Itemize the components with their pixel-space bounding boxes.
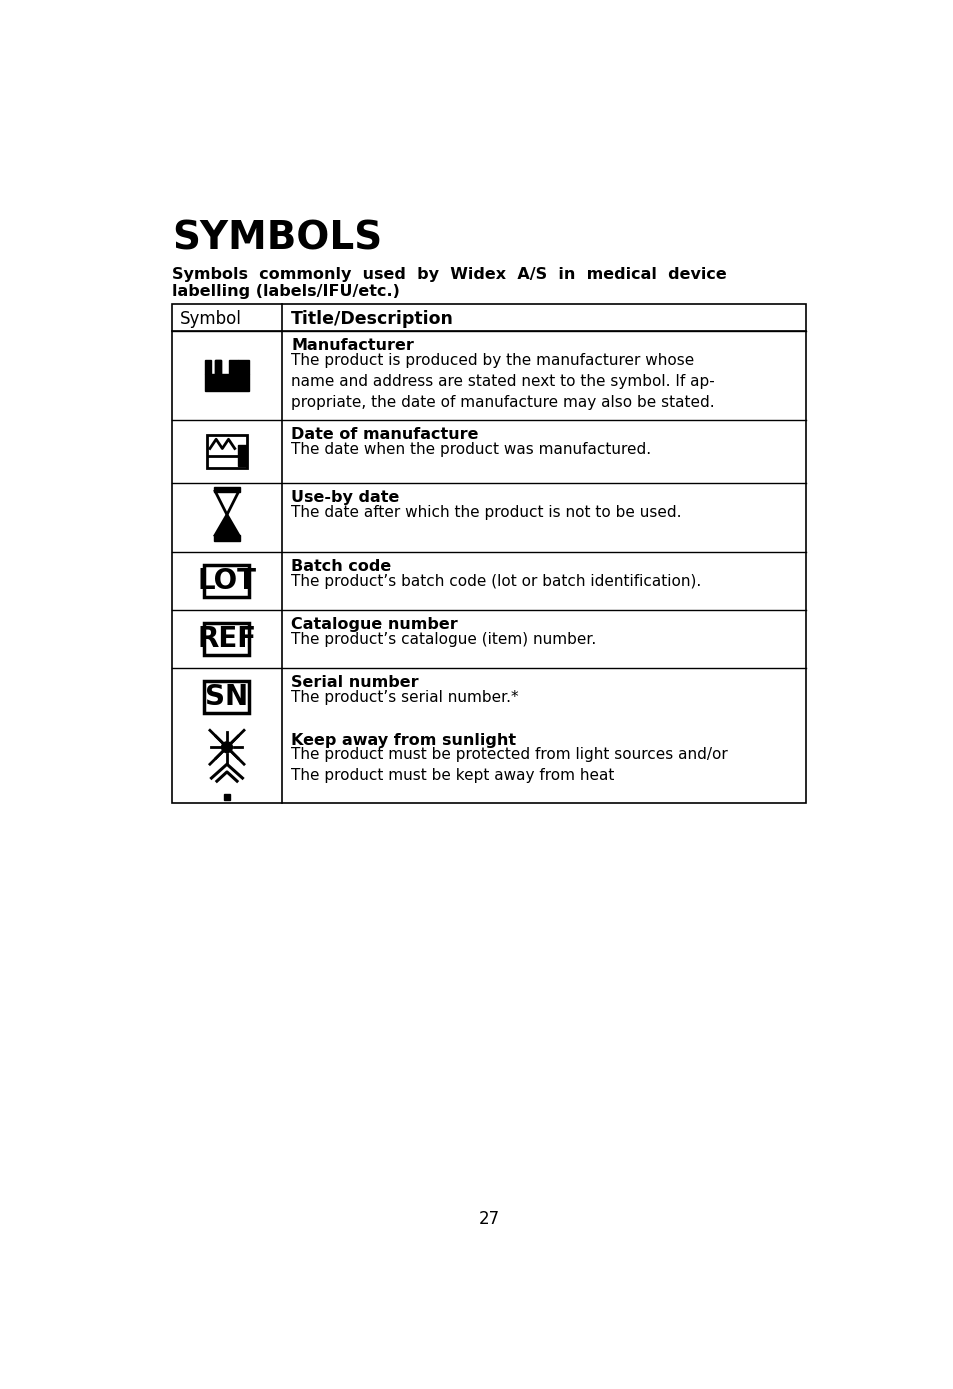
Polygon shape [215,492,238,515]
Text: SYMBOLS: SYMBOLS [172,219,382,257]
Text: The product’s serial number.*: The product’s serial number.* [291,689,518,704]
Text: The product’s catalogue (item) number.: The product’s catalogue (item) number. [291,632,596,647]
Bar [213,535,240,540]
Polygon shape [205,360,249,392]
Bar [204,681,249,713]
Bar [172,304,805,803]
Text: The date when the product was manufactured.: The date when the product was manufactur… [291,442,651,457]
Bar [214,360,220,374]
Polygon shape [215,515,238,535]
Text: Catalogue number: Catalogue number [291,617,457,632]
Text: The date after which the product is not to be used.: The date after which the product is not … [291,504,681,519]
Bar [204,565,249,597]
Text: The product is produced by the manufacturer whose
name and address are stated ne: The product is produced by the manufactu… [291,353,715,410]
Text: Serial number: Serial number [291,675,418,690]
Text: The product’s batch code (lot or batch identification).: The product’s batch code (lot or batch i… [291,574,700,589]
Text: Keep away from sunlight: Keep away from sunlight [291,732,516,747]
Bar [237,360,249,374]
Text: 27: 27 [477,1210,499,1228]
Bar [213,488,240,492]
Bar [205,360,212,374]
Text: labelling (labels/IFU/etc.): labelling (labels/IFU/etc.) [172,283,399,299]
Text: SN: SN [205,683,249,711]
Text: Batch code: Batch code [291,560,391,575]
Text: REF: REF [197,625,256,653]
Circle shape [221,742,233,753]
Bar [237,446,245,467]
Text: LOT: LOT [197,567,256,596]
Text: Symbols  commonly  used  by  Widex  A/S  in  medical  device: Symbols commonly used by Widex A/S in me… [172,267,726,282]
Text: Date of manufacture: Date of manufacture [291,426,478,442]
Text: Manufacturer: Manufacturer [291,339,414,353]
Text: Symbol: Symbol [179,310,241,328]
Bar [204,622,249,656]
Text: The product must be protected from light sources and/or
The product must be kept: The product must be protected from light… [291,747,727,783]
Text: Title/Description: Title/Description [291,310,454,328]
Text: Use-by date: Use-by date [291,490,399,506]
Bar [224,795,230,800]
Bar [207,435,247,468]
